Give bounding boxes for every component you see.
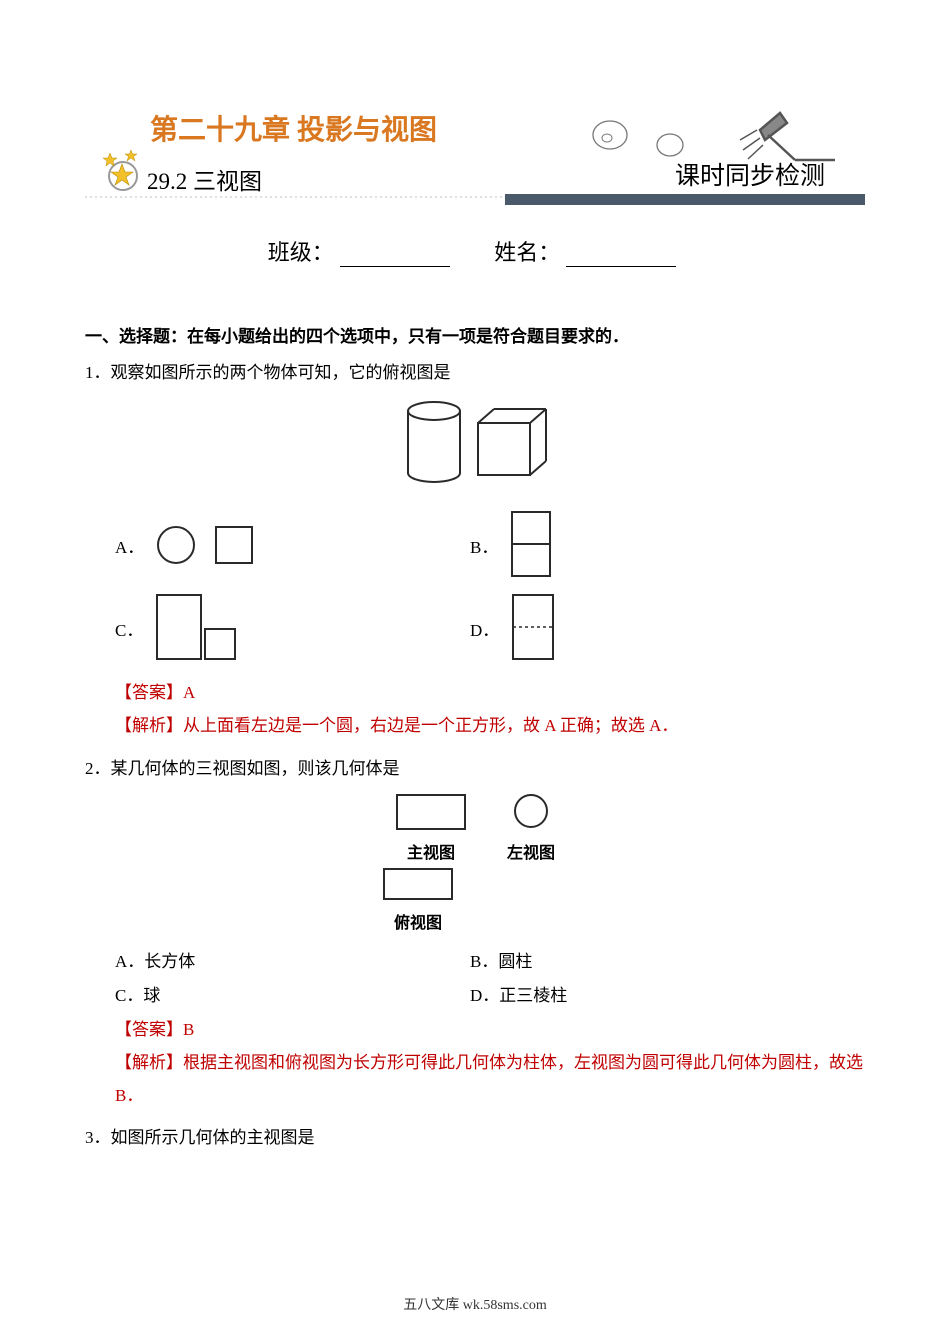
q1-analysis-text: 从上面看左边是一个圆，右边是一个正方形，故 A 正确；故选 A． [183,716,678,735]
q1-option-c: C． [115,591,470,666]
q1-optC-label: C． [115,616,143,641]
q2-answer-label: 【答案】 [115,1020,183,1039]
q1-option-a: A． [115,509,470,581]
q1-analysis-label: 【解析】 [115,716,183,735]
question-1: 1．观察如图所示的两个物体可知，它的俯视图是 [85,357,865,389]
question-3: 3．如图所示几何体的主视图是 [85,1122,865,1154]
q2-main-view-label: 主视图 [395,839,467,863]
q1-analysis-line: 【解析】从上面看左边是一个圆，右边是一个正方形，故 A 正确；故选 A． [115,709,865,742]
q2-answer-line: 【答案】B [115,1013,865,1046]
q1-text: 观察如图所示的两个物体可知，它的俯视图是 [111,363,451,382]
q3-text: 如图所示几何体的主视图是 [111,1128,315,1147]
section-title: 29.2 三视图 [147,162,262,196]
q2-analysis-text: 根据主视图和俯视图为长方形可得此几何体为柱体，左视图为圆可得此几何体为圆柱，故选… [115,1053,863,1105]
name-blank[interactable] [566,247,676,267]
q2-main-view: 主视图 [395,793,467,863]
q2-left-view-label: 左视图 [507,839,555,863]
header-banner: 第二十九章 投影与视图 29.2 三视图 [85,100,865,210]
q1-answer-line: 【答案】A [115,676,865,709]
q2-top-view: 俯视图 [382,867,454,933]
q2-option-b: B．圆柱 [470,945,825,979]
chapter-title: 第二十九章 投影与视图 [150,108,437,148]
q2-main-view-icon [395,793,467,831]
q2-left-view-icon [509,793,553,831]
q1-option-b: B． [470,509,825,581]
q1-optA-label: A． [115,533,144,558]
q1-option-d: D． [470,591,825,666]
q2-text: 某几何体的三视图如图，则该几何体是 [111,759,400,778]
q1-answer-label: 【答案】 [115,683,183,702]
q2-top-view-icon [382,867,454,901]
q1-number: 1． [85,357,111,389]
q1-options-row2: C． D． [85,591,865,666]
q2-left-view: 左视图 [507,793,555,863]
section-heading: 一、选择题：在每小题给出的四个选项中，只有一项是符合题目要求的． [85,322,865,347]
q1-optD-icon [509,591,579,666]
header-divider-icon [85,194,865,213]
class-blank[interactable] [340,247,450,267]
q2-option-d: D．正三棱柱 [470,979,825,1013]
q2-number: 2． [85,753,111,785]
q1-optB-icon [508,509,578,581]
q2-answer-value: B [183,1020,194,1039]
q1-optC-icon [153,591,273,666]
q1-figure [85,397,865,497]
q1-optA-icon [154,520,274,570]
page-footer: 五八文库 wk.58sms.com [0,1294,950,1314]
sync-test-label: 课时同步检测 [675,156,825,192]
q1-solids-icon [390,397,560,492]
name-label: 姓名： [494,240,560,265]
q2-analysis-line: 【解析】根据主视图和俯视图为长方形可得此几何体为柱体，左视图为圆可得此几何体为圆… [115,1046,865,1112]
question-2: 2．某几何体的三视图如图，则该几何体是 [85,753,865,785]
q1-options-row1: A． B． [85,509,865,581]
star-badge-icon [101,150,143,197]
q2-analysis-label: 【解析】 [115,1053,183,1072]
q1-answer-value: A [183,683,195,702]
q2-top-view-label: 俯视图 [382,909,454,933]
class-label: 班级： [268,240,334,265]
form-line: 班级： 姓名： [85,235,865,267]
q2-option-c: C．球 [115,979,470,1013]
q1-answer-block: 【答案】A 【解析】从上面看左边是一个圆，右边是一个正方形，故 A 正确；故选 … [85,676,865,742]
q1-optB-label: B． [470,533,498,558]
q3-number: 3． [85,1122,111,1154]
q1-optD-label: D． [470,616,499,641]
q2-figure: 主视图 左视图 俯视图 [85,793,865,933]
q2-option-a: A．长方体 [115,945,470,979]
q2-answer-block: 【答案】B 【解析】根据主视图和俯视图为长方形可得此几何体为柱体，左视图为圆可得… [85,1013,865,1112]
q2-options: A．长方体 B．圆柱 C．球 D．正三棱柱 [85,945,865,1013]
